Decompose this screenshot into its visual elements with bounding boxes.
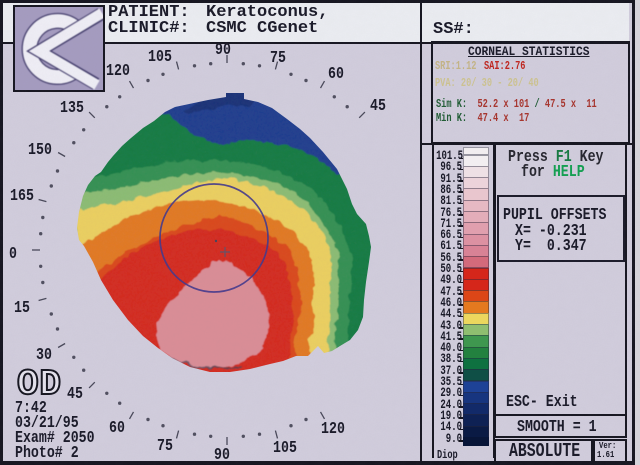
svg-text:OD: OD <box>17 366 61 400</box>
